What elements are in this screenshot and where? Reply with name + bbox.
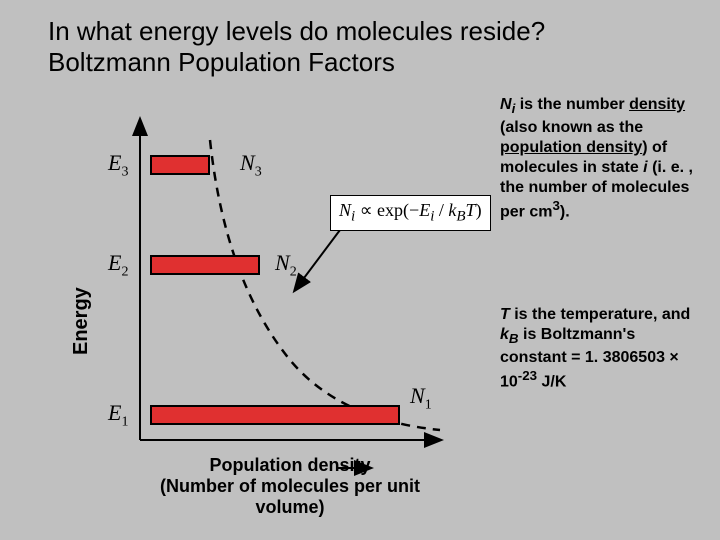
level-label-e3: E3 — [108, 150, 128, 180]
title-line-2: Boltzmann Population Factors — [48, 47, 395, 77]
n3-sub: 3 — [255, 164, 262, 179]
slide-title: In what energy levels do molecules resid… — [48, 16, 688, 78]
bar-e1 — [150, 405, 400, 425]
x-axis-label: Population density (Number of molecules … — [130, 455, 450, 518]
formula-pointer-arrow — [295, 230, 340, 290]
note-temperature: T is the temperature, and kB is Boltzman… — [500, 305, 700, 392]
n2-label: N2 — [275, 250, 297, 280]
boltzmann-curve — [210, 140, 440, 430]
slide: In what energy levels do molecules resid… — [0, 0, 720, 540]
e2-sub: 2 — [121, 264, 128, 279]
e3-sub: 3 — [121, 164, 128, 179]
boltzmann-diagram: Energy E3 N3 E2 N2 E1 N1 Population dens… — [40, 110, 480, 530]
note-number-density: Ni is the number density (also known as … — [500, 95, 700, 222]
n3-letter: N — [240, 150, 255, 175]
x-label-line2: (Number of molecules per unit — [160, 476, 420, 496]
x-label-line1: Population density — [209, 455, 370, 475]
e3-letter: E — [108, 150, 121, 175]
level-label-e1: E1 — [108, 400, 128, 430]
level-label-e2: E2 — [108, 250, 128, 280]
n3-label: N3 — [240, 150, 262, 180]
n2-sub: 2 — [290, 264, 297, 279]
n1-label: N1 — [410, 383, 432, 413]
boltzmann-formula: Ni ∝ exp(−Ei / kBT) — [330, 195, 491, 231]
e2-letter: E — [108, 250, 121, 275]
bar-e2 — [150, 255, 260, 275]
n1-letter: N — [410, 383, 425, 408]
energy-axis-label: Energy — [70, 287, 93, 355]
x-label-line3: volume) — [255, 497, 324, 517]
e1-sub: 1 — [121, 414, 128, 429]
bar-e3 — [150, 155, 210, 175]
title-line-1: In what energy levels do molecules resid… — [48, 16, 545, 46]
e1-letter: E — [108, 400, 121, 425]
n2-letter: N — [275, 250, 290, 275]
n1-sub: 1 — [425, 397, 432, 412]
